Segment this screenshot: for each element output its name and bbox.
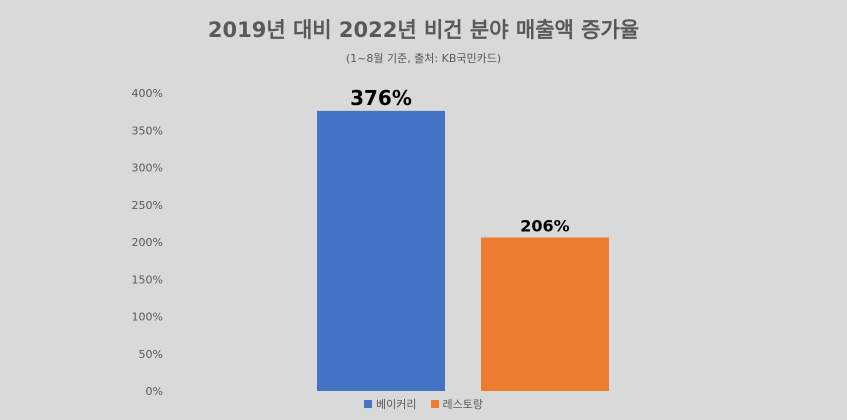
chart-subtitle: (1~8월 기준, 출처: KB국민카드) <box>345 52 502 65</box>
data-label-1: 206% <box>520 217 569 236</box>
y-tick-label: 50% <box>139 348 163 361</box>
legend-swatch-restaurant <box>430 400 439 408</box>
legend-item-bakery: 베이커리 <box>364 396 417 412</box>
bar-1 <box>481 237 609 391</box>
y-tick-label: 100% <box>132 311 163 324</box>
chart-title: 2019년 대비 2022년 비건 분야 매출액 증가율 <box>207 18 640 42</box>
legend-swatch-bakery <box>364 400 373 408</box>
data-label-0: 376% <box>350 86 412 110</box>
y-tick-label: 0% <box>146 385 163 398</box>
y-tick-label: 400% <box>132 87 163 100</box>
y-tick-label: 250% <box>132 199 163 212</box>
bar-0 <box>317 110 445 391</box>
legend-label-bakery: 베이커리 <box>376 398 417 411</box>
y-tick-label: 350% <box>132 124 163 137</box>
y-tick-label: 300% <box>132 162 163 175</box>
legend-item-restaurant: 레스토랑 <box>430 396 483 412</box>
legend-label-restaurant: 레스토랑 <box>442 398 483 411</box>
legend: 베이커리 레스토랑 <box>0 396 847 412</box>
y-tick-label: 150% <box>132 273 163 286</box>
y-tick-label: 200% <box>132 236 163 249</box>
